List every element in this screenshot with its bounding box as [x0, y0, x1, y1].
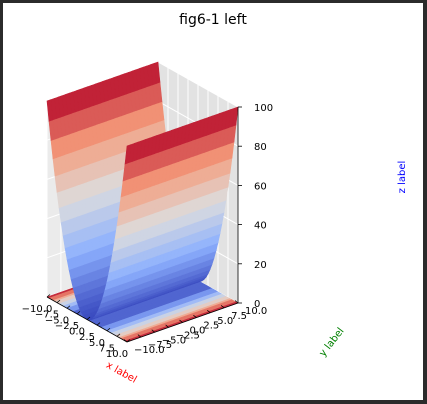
y-tick-mark [151, 329, 156, 333]
x-tick-mark [46, 294, 51, 298]
y-tick-mark [179, 319, 183, 323]
y-axis-label: y label [317, 326, 346, 359]
x-tick-label: −2.5 [55, 321, 79, 332]
chart-title: fig6-1 left [179, 12, 247, 28]
y-tick-mark [206, 309, 211, 314]
y-tick-mark [220, 305, 225, 309]
figure-canvas: −10.0 −7.5 −5.0 −2.5 0.0 2.5 5.0 7.5 10.0 −10.0 −7… [3, 3, 423, 400]
y-tick-label: −10.0 [134, 345, 165, 356]
z-tick-label: 0 [254, 299, 260, 310]
x-tick-mark [76, 311, 81, 315]
x-axis-label: x label [104, 360, 138, 386]
z-tick-label: 80 [254, 142, 267, 153]
x-tick-mark [56, 299, 61, 303]
y-tick-label: 10.0 [245, 306, 267, 317]
chart-3d-surface: −10.0−7.5−5.0−2.50.02.55.07.510.0 −10.0−7… [22, 12, 408, 386]
y-tick-label: 5.0 [217, 316, 233, 327]
x-tick-mark [106, 327, 111, 332]
y-tick-label: −7.5 [148, 340, 172, 351]
y-tick-mark [165, 324, 169, 328]
y-tick-label: 2.5 [203, 321, 219, 332]
z-tick-label: 100 [254, 103, 273, 114]
surface-plot [46, 61, 239, 321]
x-tick-mark [96, 322, 101, 326]
x-tick-label: 2.5 [79, 332, 95, 343]
x-tick-label: −10.0 [22, 304, 53, 315]
z-axis-label: z label [397, 161, 408, 194]
x-tick-label: 0.0 [69, 327, 85, 338]
x-tick-mark [66, 305, 71, 309]
y-tick-label: 0.0 [190, 326, 206, 337]
x-tick-mark [116, 333, 121, 337]
z-tick-label: 60 [254, 181, 267, 192]
surface-patch [46, 99, 54, 122]
x-tick-mark [126, 339, 131, 343]
x-tick-mark [86, 316, 91, 320]
y-tick-mark [193, 314, 197, 318]
surface-patch [124, 144, 132, 165]
y-tick-label: 7.5 [231, 311, 247, 322]
y-tick-mark [234, 300, 239, 304]
y-tick-mark [137, 334, 142, 338]
y-tick-label: −2.5 [176, 330, 200, 341]
x-tick-label: −5.0 [45, 315, 69, 326]
y-tick-label: −5.0 [162, 335, 186, 346]
z-tick-label: 40 [254, 221, 267, 232]
tick-labels: −10.0−7.5−5.0−2.50.02.55.07.510.0 −10.0−7… [22, 103, 273, 360]
z-tick-label: 20 [254, 260, 267, 271]
x-tick-label: 7.5 [99, 343, 115, 354]
y-tick-mark [123, 339, 128, 343]
x-tick-label: 5.0 [89, 338, 105, 349]
x-tick-label: −7.5 [35, 310, 59, 321]
x-tick-label: 10.0 [106, 349, 128, 360]
